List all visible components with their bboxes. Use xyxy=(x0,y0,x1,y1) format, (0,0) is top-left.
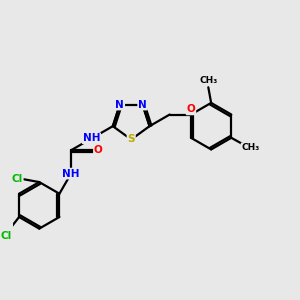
Text: CH₃: CH₃ xyxy=(242,143,260,152)
Text: CH₃: CH₃ xyxy=(199,76,218,85)
Text: O: O xyxy=(94,145,103,155)
Text: S: S xyxy=(128,134,135,145)
Text: NH: NH xyxy=(82,133,100,143)
Text: Cl: Cl xyxy=(11,174,23,184)
Text: Cl: Cl xyxy=(1,231,12,241)
Text: O: O xyxy=(187,104,195,114)
Text: NH: NH xyxy=(62,169,80,178)
Text: N: N xyxy=(116,100,124,110)
Text: N: N xyxy=(138,100,147,110)
